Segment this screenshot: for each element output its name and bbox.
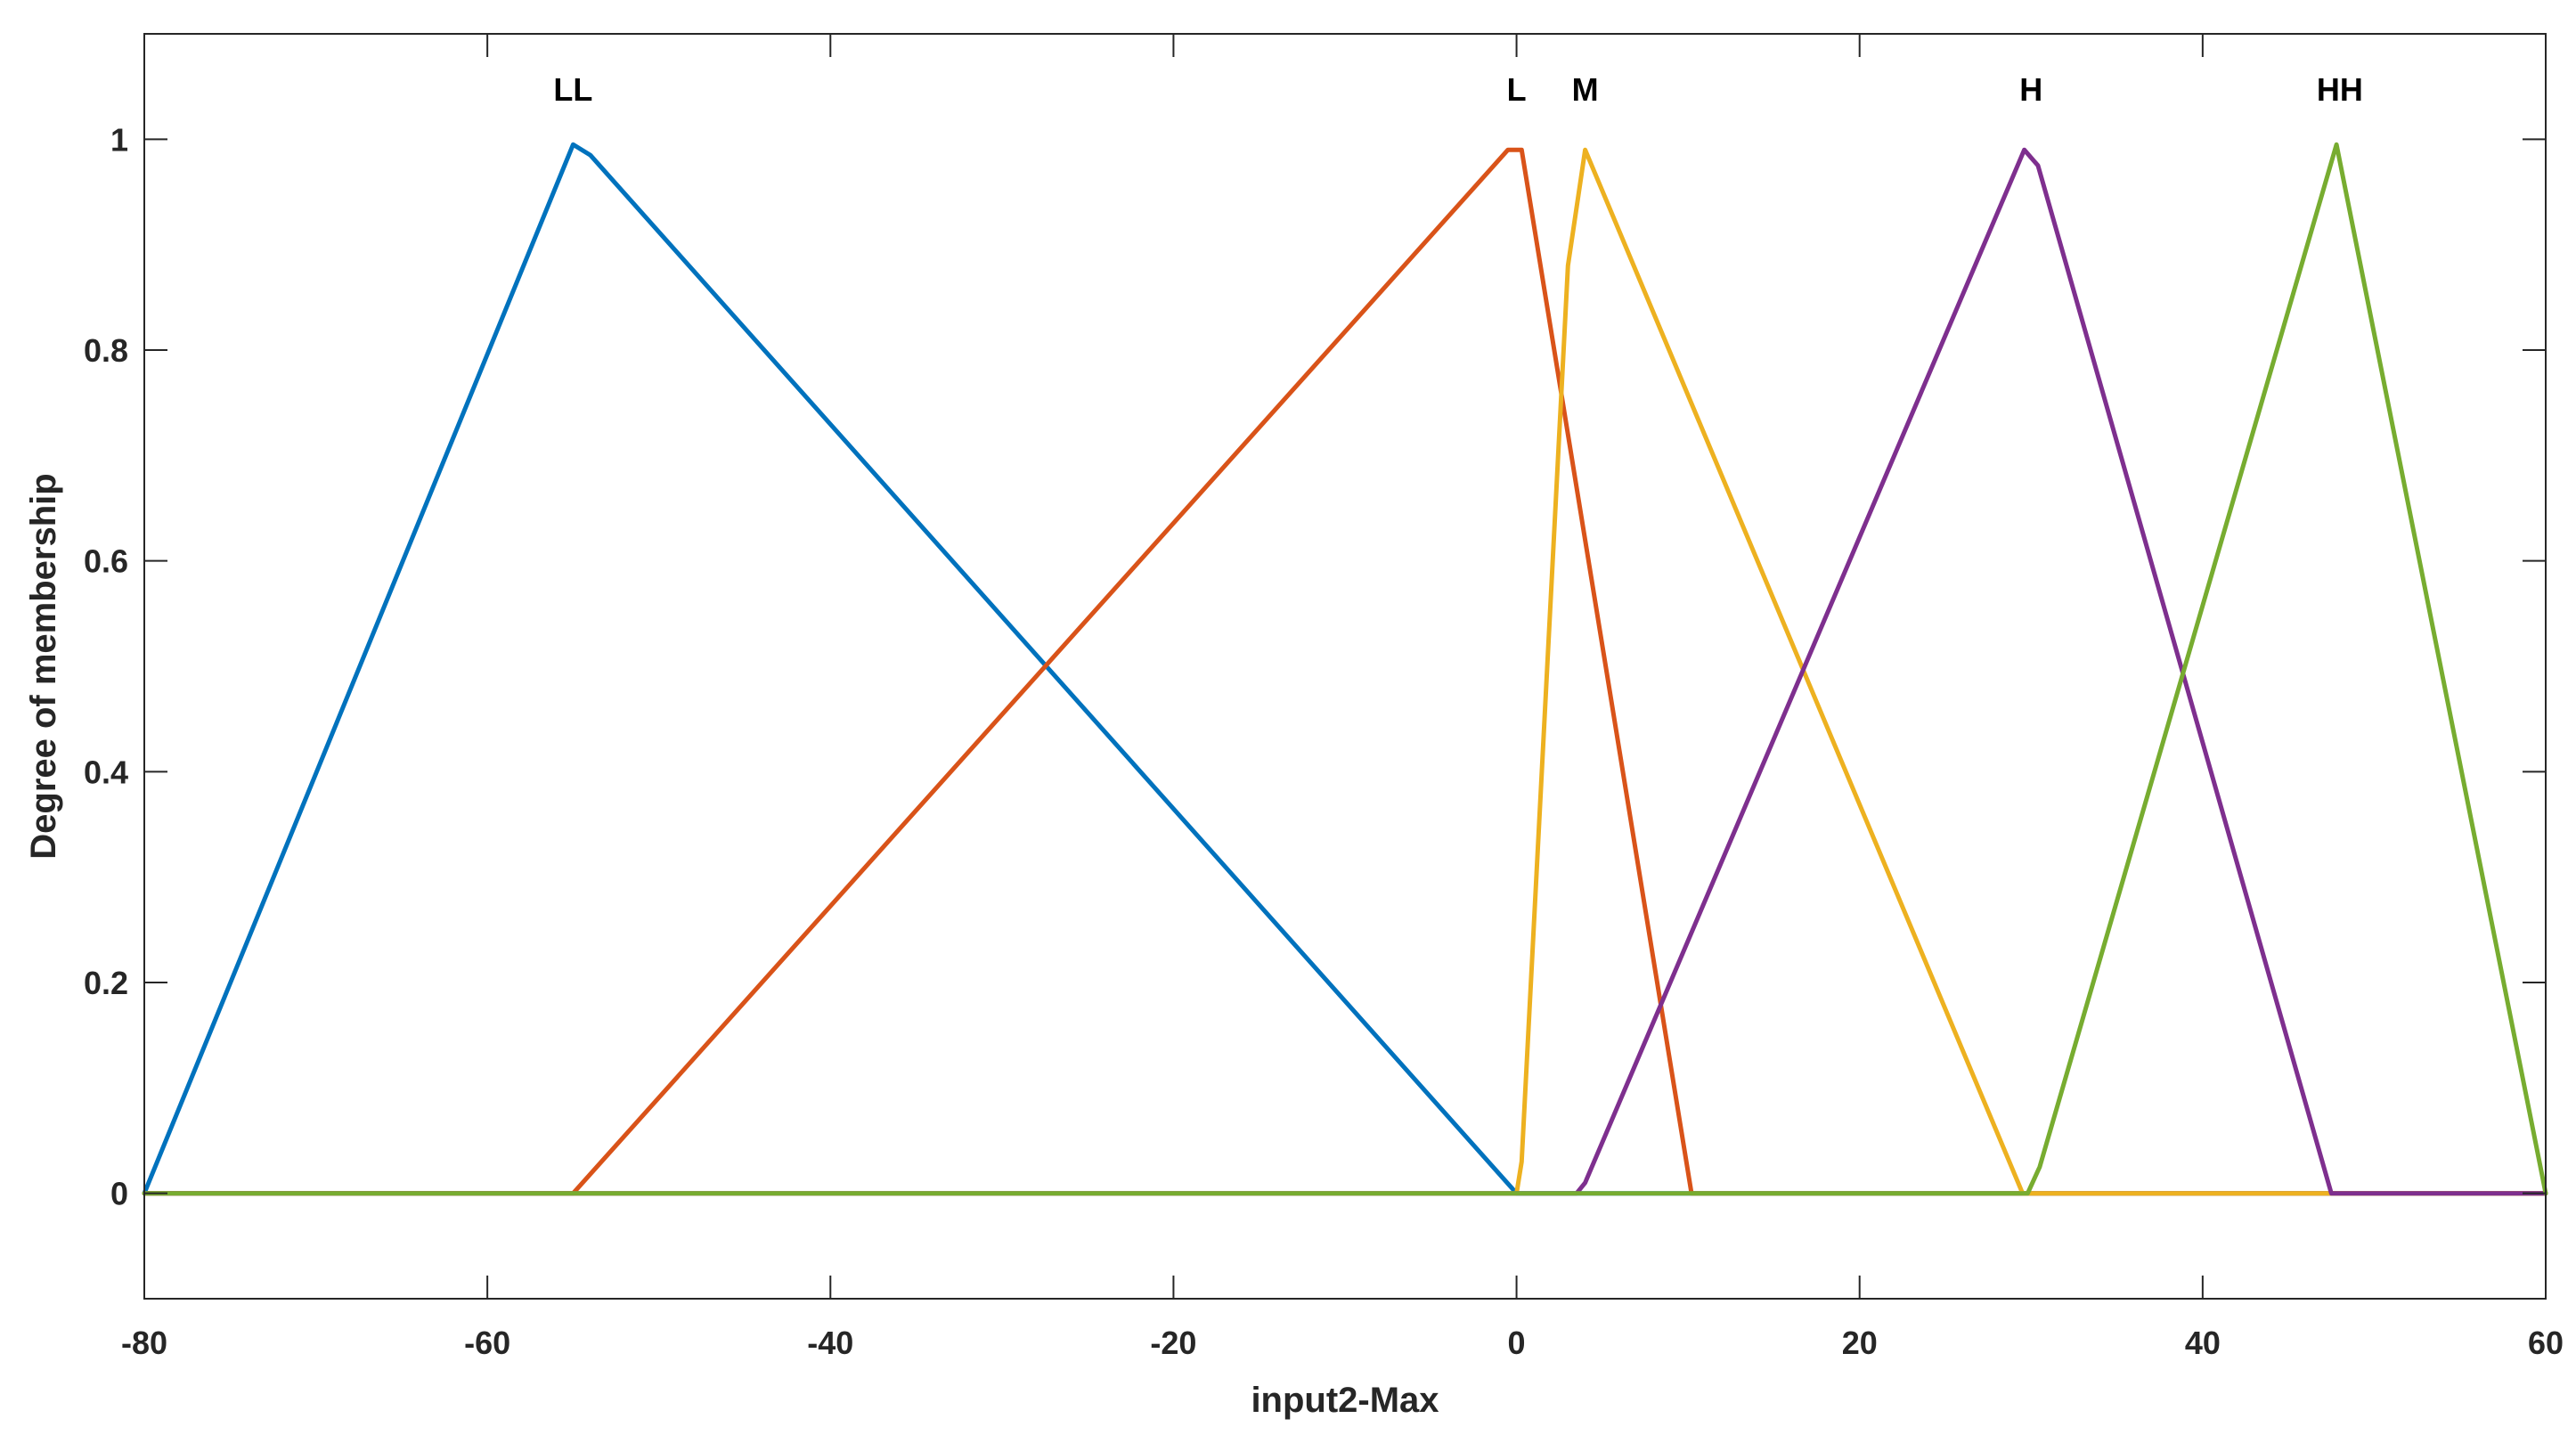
plot-area-border — [143, 33, 2547, 1300]
y-tick-label: 0.8 — [84, 332, 128, 369]
x-tick-label: 60 — [2528, 1325, 2564, 1361]
y-tick-label: 0.2 — [84, 965, 128, 1001]
series-label-hh: HH — [2317, 71, 2363, 108]
x-axis-label: input2-Max — [1251, 1381, 1439, 1420]
plot-area-background — [144, 34, 2546, 1299]
series-line-hh — [142, 142, 2548, 1196]
series-label-m: M — [1572, 71, 1599, 108]
series-label-l: L — [1507, 71, 1527, 108]
series-label-ll: LL — [553, 71, 592, 108]
y-tick-label: 0.4 — [84, 754, 128, 790]
x-tick-label: 20 — [1842, 1325, 1878, 1361]
x-tick-label: -60 — [464, 1325, 510, 1361]
x-tick-label: 40 — [2185, 1325, 2221, 1361]
y-tick-label: 0.6 — [84, 543, 128, 580]
y-tick-label: 1 — [110, 121, 128, 158]
x-tick-label: 0 — [1508, 1325, 1526, 1361]
series-label-h: H — [2019, 71, 2042, 108]
y-tick-label: 0 — [110, 1176, 128, 1212]
series-layer — [142, 142, 2548, 1196]
x-tick-label: -80 — [121, 1325, 167, 1361]
x-tick-label: -40 — [807, 1325, 853, 1361]
x-tick-label: -20 — [1150, 1325, 1196, 1361]
y-axis-label: Degree of membership — [24, 473, 63, 859]
